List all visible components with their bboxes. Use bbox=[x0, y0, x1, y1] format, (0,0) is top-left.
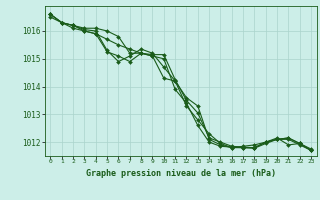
X-axis label: Graphe pression niveau de la mer (hPa): Graphe pression niveau de la mer (hPa) bbox=[86, 169, 276, 178]
